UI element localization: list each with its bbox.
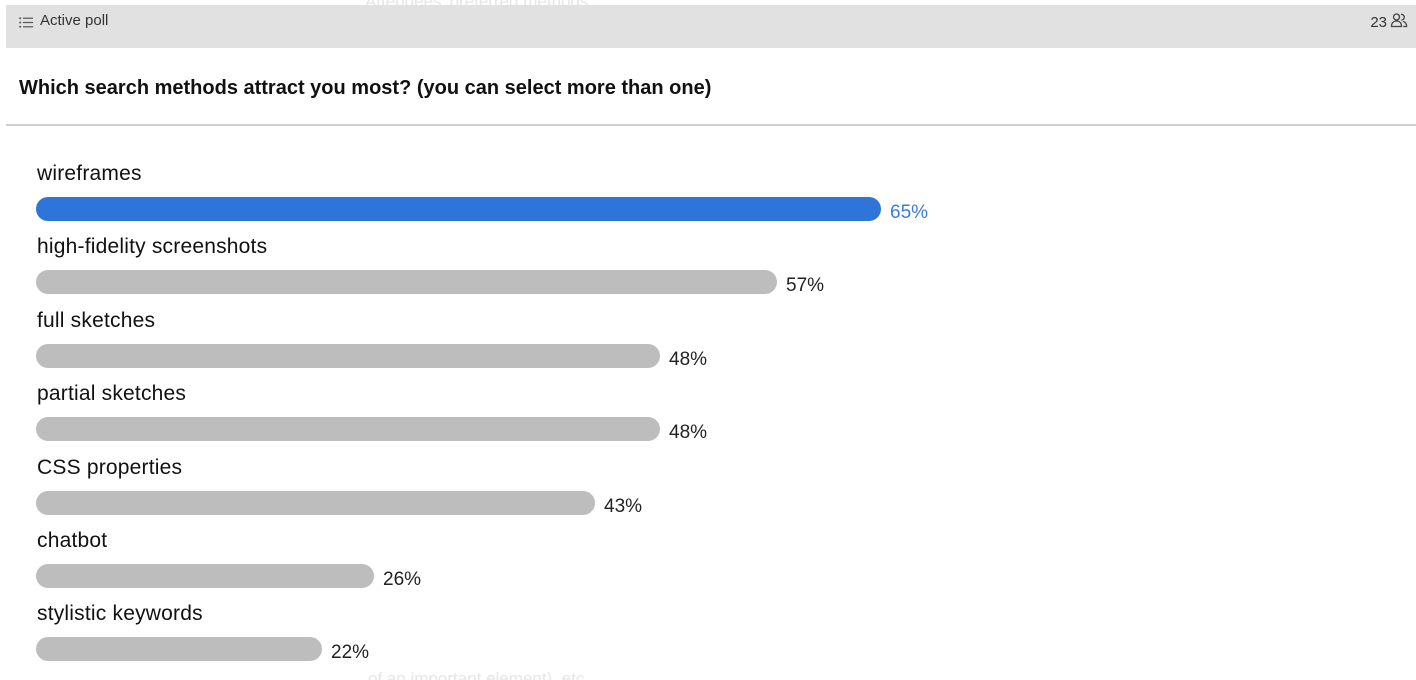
participant-count[interactable]: 23 bbox=[1370, 12, 1408, 32]
poll-header: Active poll 23 bbox=[6, 5, 1416, 48]
result-percentage: 65% bbox=[890, 202, 929, 223]
result-percentage: 48% bbox=[669, 348, 708, 370]
result-bar bbox=[36, 270, 777, 295]
poll-option-result: 57% bbox=[36, 270, 1336, 297]
poll-option-result: 65% bbox=[36, 197, 1336, 223]
poll-option: full sketches 48% bbox=[36, 309, 1396, 382]
result-bar bbox=[36, 490, 595, 515]
poll-option: stylistic keywords 22% bbox=[36, 602, 1396, 675]
result-bar bbox=[36, 637, 322, 662]
participant-count-value: 23 bbox=[1370, 13, 1387, 31]
list-icon bbox=[19, 15, 33, 28]
result-percentage: 57% bbox=[786, 275, 825, 297]
poll-option-label: stylistic keywords bbox=[37, 602, 203, 626]
poll-option-result: 22% bbox=[36, 637, 1336, 664]
poll-option-label: CSS properties bbox=[37, 455, 183, 479]
poll-status: Active poll bbox=[19, 12, 108, 29]
background-ghost-text-bottom: of an important element), etc. bbox=[368, 669, 590, 680]
divider bbox=[6, 124, 1416, 126]
poll-option-label: wireframes bbox=[37, 162, 142, 185]
poll-option-result: 26% bbox=[36, 563, 1336, 590]
poll-option: wireframes 65% bbox=[36, 162, 1396, 235]
result-percentage: 22% bbox=[331, 642, 370, 664]
result-percentage: 48% bbox=[669, 422, 708, 444]
poll-option-result: 43% bbox=[36, 490, 1336, 517]
poll-option-result: 48% bbox=[36, 417, 1336, 444]
result-percentage: 26% bbox=[383, 568, 422, 590]
poll-options: wireframes 65% high-fidelity screenshots 57… bbox=[36, 162, 1396, 676]
poll-question: Which search methods attract you most? (… bbox=[19, 77, 712, 99]
poll-option: chatbot 26% bbox=[36, 529, 1396, 602]
poll-option: CSS properties 43% bbox=[36, 456, 1396, 529]
result-percentage: 43% bbox=[604, 495, 643, 517]
result-bar bbox=[36, 563, 374, 588]
poll-option-result: 48% bbox=[36, 343, 1336, 370]
poll-option: partial sketches 48% bbox=[36, 382, 1396, 455]
result-bar bbox=[36, 417, 660, 442]
result-bar bbox=[36, 197, 881, 221]
result-bar bbox=[36, 343, 660, 368]
poll-status-label: Active poll bbox=[40, 12, 109, 29]
poll-option-label: high-fidelity screenshots bbox=[37, 235, 268, 259]
poll-option-label: full sketches bbox=[37, 308, 156, 332]
poll-option-label: chatbot bbox=[37, 528, 108, 552]
poll-option-label: partial sketches bbox=[37, 382, 187, 406]
users-icon bbox=[1390, 12, 1408, 32]
poll-option: high-fidelity screenshots 57% bbox=[36, 235, 1396, 308]
